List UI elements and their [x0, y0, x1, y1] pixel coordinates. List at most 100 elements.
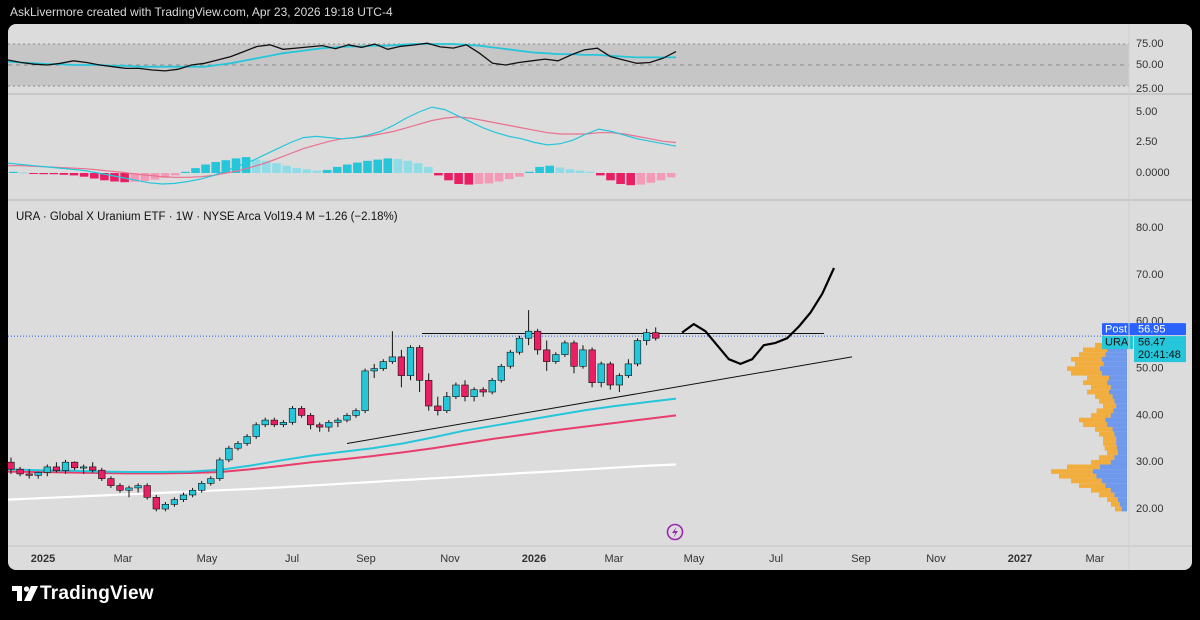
vp-bar-orange: [1079, 417, 1106, 423]
candle-body: [152, 496, 160, 510]
macd-tick-0: 0.0000: [1136, 167, 1170, 179]
candle-body: [452, 384, 460, 397]
vp-bar-blue: [1112, 427, 1127, 432]
macd-hist-bar: [312, 170, 322, 173]
candle-body: [98, 469, 106, 479]
macd-hist-bar: [302, 169, 312, 173]
time-tick: 2025: [31, 553, 55, 565]
candle-body: [70, 461, 79, 469]
candle-body: [343, 415, 351, 421]
candle-body: [189, 489, 197, 496]
macd-hist-bar: [140, 173, 150, 181]
time-tick: Mar: [114, 553, 133, 565]
candle-body: [216, 459, 224, 479]
macd-hist-bar: [636, 173, 646, 185]
vp-bar-orange: [1095, 394, 1113, 399]
vp-bar-blue: [1105, 417, 1127, 423]
candle-body: [461, 384, 469, 397]
candle-body: [524, 330, 533, 339]
chart-frame[interactable]: 75.00 50.00 25.00 5.00 2.50 0.0000 URA ·…: [8, 24, 1192, 570]
macd-hist-bar: [525, 171, 534, 173]
macd-hist-bar: [39, 173, 48, 175]
macd-hist-bar: [494, 173, 504, 182]
price-pane[interactable]: URA · Global X Uranium ETF · 1W · NYSE A…: [8, 211, 1186, 541]
vp-bar-orange: [1083, 347, 1108, 353]
candle-body: [443, 396, 451, 412]
flash-icon[interactable]: [666, 523, 684, 541]
candle-body: [288, 408, 297, 423]
candle-body: [388, 356, 397, 362]
vp-bar-orange: [1099, 431, 1115, 437]
vp-bar-blue: [1110, 385, 1127, 390]
candle-body: [543, 349, 551, 362]
time-tick: Jul: [285, 553, 299, 565]
macd-hist-bar: [49, 173, 59, 175]
candle-body: [334, 419, 342, 423]
time-tick: Sep: [851, 553, 871, 565]
symbol-legend[interactable]: URA · Global X Uranium ETF · 1W · NYSE A…: [16, 211, 398, 223]
bar-countdown: 20:41:48: [1138, 349, 1181, 361]
candle-body: [243, 436, 251, 444]
candle-body: [198, 482, 206, 491]
macd-hist-bar: [272, 163, 281, 173]
projection-path[interactable]: [681, 267, 836, 365]
candle-body: [161, 503, 170, 510]
rsi-pane[interactable]: 75.00 50.00 25.00: [8, 38, 1164, 95]
vp-bar-blue: [1116, 441, 1127, 446]
vp-bar-blue: [1110, 487, 1127, 493]
vp-bar-blue: [1105, 483, 1127, 488]
candle-body: [134, 485, 142, 489]
macd-hist-bar: [393, 159, 403, 173]
vp-bar-orange: [1051, 469, 1093, 474]
vp-bar-orange: [1099, 399, 1115, 404]
vp-bar-blue: [1109, 375, 1127, 381]
chart-attribution-bar: AskLivermore created with TradingView.co…: [0, 0, 1200, 24]
macd-hist-bar: [596, 173, 605, 176]
macd-hist-bar: [444, 173, 453, 181]
price-tick: 30.00: [1136, 456, 1164, 468]
candle-body: [370, 368, 378, 372]
macd-hist-bar: [170, 173, 180, 176]
vp-bar-orange: [1071, 356, 1102, 362]
support-trendline[interactable]: [346, 356, 853, 444]
candle-body: [107, 478, 115, 486]
last-price-badge-bg: [1134, 336, 1186, 363]
macd-hist-bar: [464, 173, 474, 185]
candle-body: [89, 466, 97, 471]
macd-pane[interactable]: 5.00 2.50 0.0000: [8, 106, 1170, 186]
macd-hist-bar: [353, 162, 362, 173]
vp-bar-blue: [1112, 394, 1127, 399]
vp-bar-orange: [1095, 427, 1113, 432]
macd-hist-bar: [343, 164, 352, 173]
candle-body: [533, 330, 542, 351]
vp-bar-orange: [1103, 403, 1117, 409]
time-axis[interactable]: 2025 Mar May Jul Sep Nov 2026 Mar May Jul Sep Nov 20…: [31, 553, 1105, 565]
vp-bar-blue: [1118, 450, 1127, 456]
candle-body: [25, 473, 33, 476]
post-price-badge: Post 56.95: [1102, 323, 1186, 336]
time-tick: Mar: [605, 553, 624, 565]
vp-bar-blue: [1101, 370, 1127, 376]
rsi-line: [8, 42, 677, 72]
candle-body: [325, 422, 333, 428]
vp-bar-orange: [1087, 375, 1109, 381]
vp-bar-orange: [1071, 478, 1102, 484]
chart-canvas[interactable]: 75.00 50.00 25.00 5.00 2.50 0.0000 URA ·…: [8, 24, 1192, 570]
tradingview-logo-icon: [12, 586, 38, 601]
price-tick: 80.00: [1136, 222, 1164, 234]
time-tick: Nov: [440, 553, 460, 565]
macd-hist-bar: [191, 168, 200, 173]
macd-histogram: [9, 157, 676, 186]
macd-hist-bar: [616, 173, 625, 184]
vp-bar-orange: [1091, 459, 1111, 465]
macd-hist-bar: [241, 157, 251, 173]
macd-hist-bar: [231, 158, 241, 173]
macd-hist-bar: [332, 166, 342, 173]
candle-body: [379, 361, 387, 369]
macd-hist-bar: [181, 171, 190, 173]
ticker-label: URA: [1105, 337, 1129, 349]
vp-bar-blue: [1092, 469, 1127, 474]
vp-bar-blue: [1113, 408, 1127, 414]
vp-bar-blue: [1110, 459, 1127, 465]
